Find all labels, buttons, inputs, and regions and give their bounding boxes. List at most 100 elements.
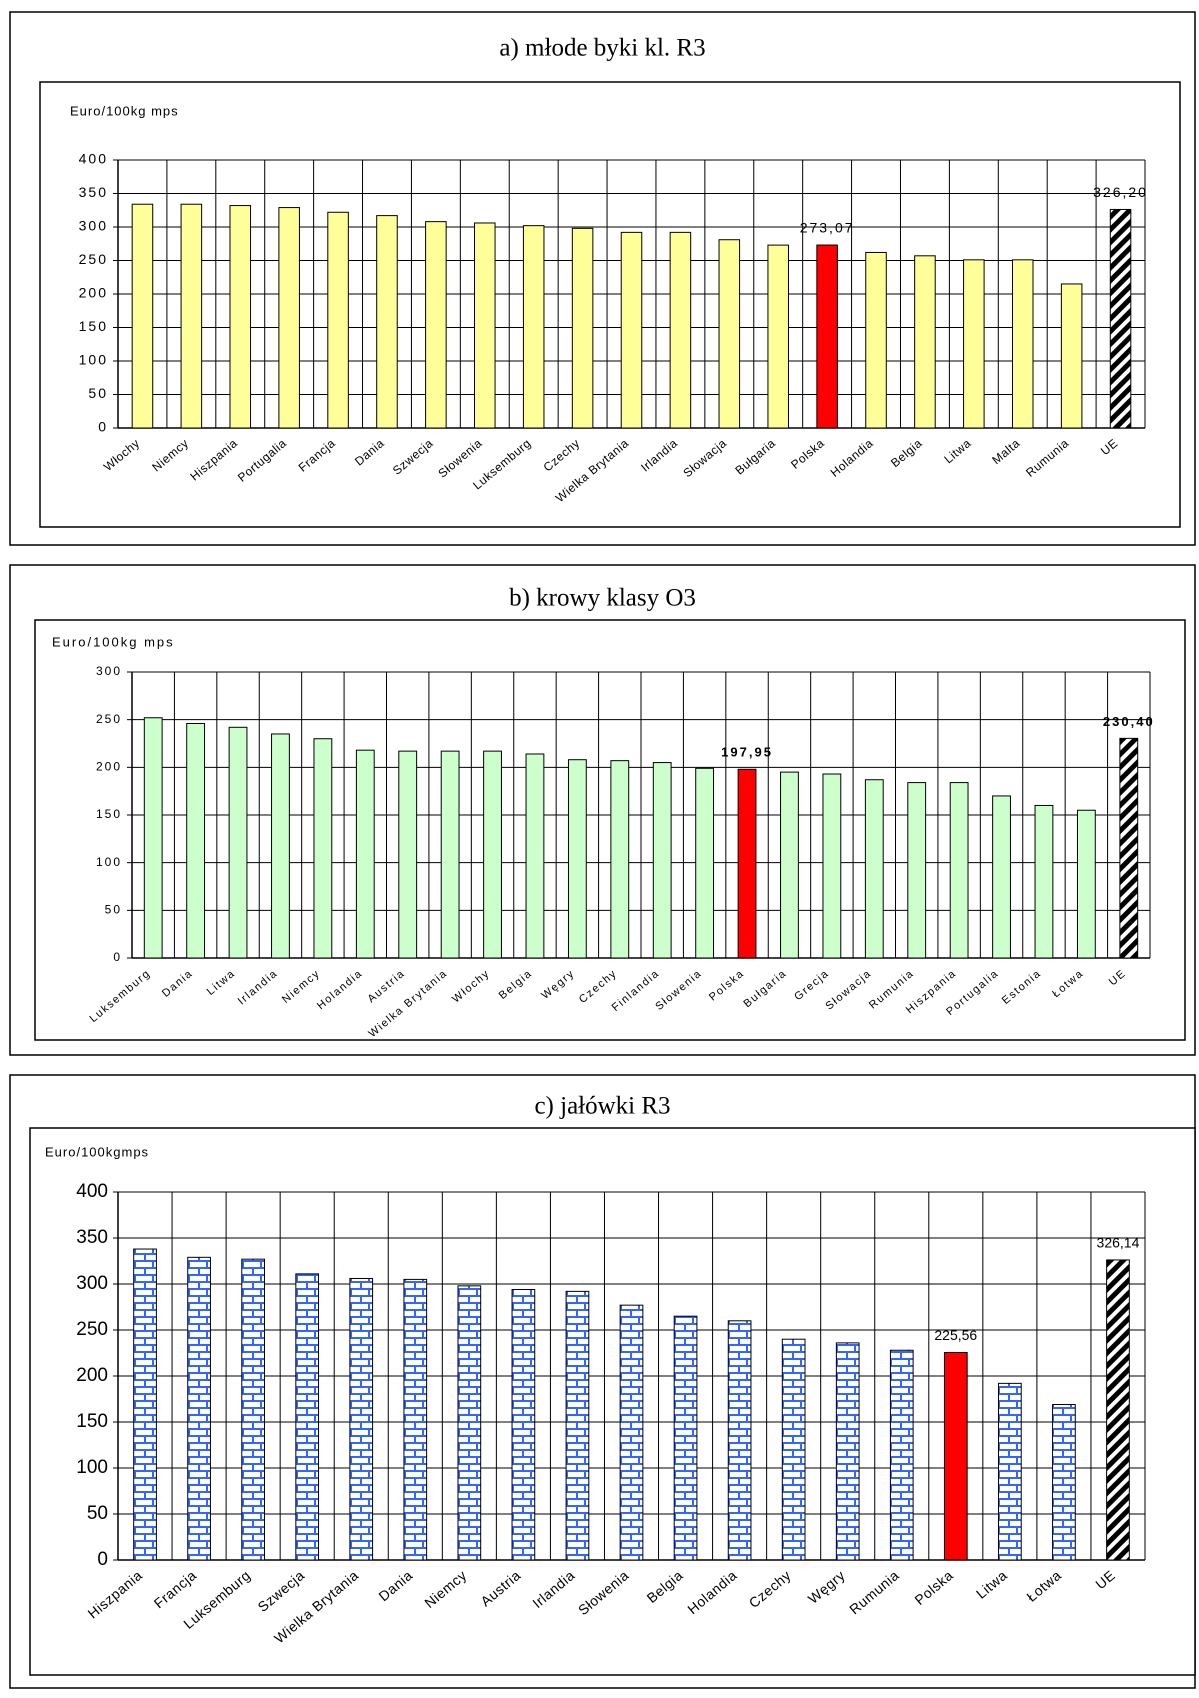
data-label: 197,95 <box>721 745 773 760</box>
bar <box>133 1248 157 1561</box>
y-tick-label: 150 <box>79 318 108 334</box>
bar <box>1052 1404 1076 1561</box>
bar <box>673 1315 698 1561</box>
bar <box>620 231 643 429</box>
y-tick-label: 250 <box>96 712 122 726</box>
bar <box>457 1285 482 1561</box>
bar <box>963 259 985 429</box>
bar <box>403 1278 428 1561</box>
bar <box>228 726 248 959</box>
bar <box>131 203 154 429</box>
data-label: 326,14 <box>1097 1235 1140 1251</box>
bar <box>143 717 163 959</box>
y-tick-label: 250 <box>76 1319 108 1340</box>
bar <box>669 231 692 429</box>
y-tick-label: 300 <box>79 218 108 234</box>
bar <box>425 221 447 429</box>
bar <box>180 203 203 429</box>
bar <box>229 205 252 429</box>
bar <box>483 750 502 959</box>
y-tick-label: 350 <box>76 1227 108 1248</box>
bar <box>376 215 398 429</box>
bar <box>949 782 969 959</box>
chart-title: b) krowy klasy O3 <box>509 585 696 612</box>
bar <box>355 749 375 959</box>
bar <box>992 795 1011 959</box>
bar <box>835 1342 860 1561</box>
bar <box>695 767 715 959</box>
y-tick-label: 300 <box>96 664 122 678</box>
bar <box>295 1273 320 1561</box>
chart-title: a) młode byki kl. R3 <box>499 35 705 62</box>
bar <box>865 251 887 429</box>
y-tick-label: 50 <box>87 1503 108 1524</box>
bar <box>522 225 545 429</box>
y-tick-label: 250 <box>79 251 108 267</box>
data-label: 326,20 <box>1093 184 1148 200</box>
y-tick-label: 100 <box>76 1457 108 1478</box>
y-tick-label: 350 <box>79 184 108 200</box>
y-axis-label: Euro/100kg mps <box>70 103 179 118</box>
bar <box>1109 208 1132 429</box>
y-tick-label: 0 <box>113 950 122 964</box>
bar <box>737 768 757 959</box>
y-tick-label: 400 <box>79 151 108 167</box>
y-tick-label: 0 <box>97 1549 108 1570</box>
bar <box>914 255 936 429</box>
chart-frame <box>9 11 1196 546</box>
bar <box>349 1277 374 1561</box>
bar <box>718 239 741 429</box>
data-label: 230,40 <box>1103 714 1155 729</box>
bar <box>822 773 842 959</box>
chart-frame <box>9 564 1196 1056</box>
bar <box>1106 1259 1130 1561</box>
bar <box>1034 804 1054 959</box>
bar <box>187 1256 211 1561</box>
bar <box>816 244 838 429</box>
bar <box>278 207 300 429</box>
y-tick-label: 150 <box>76 1411 108 1432</box>
bar <box>619 1304 644 1561</box>
bar <box>327 211 349 429</box>
bar <box>271 733 290 959</box>
bar <box>565 1290 590 1561</box>
bar <box>241 1258 265 1561</box>
bar <box>525 753 545 959</box>
bar <box>780 771 799 959</box>
chart-title: c) jałówki R3 <box>534 1093 670 1120</box>
y-axis-label: Euro/100kgmps <box>45 1144 149 1159</box>
y-tick-label: 200 <box>96 760 122 774</box>
bar <box>727 1320 752 1561</box>
y-tick-label: 200 <box>79 285 108 301</box>
bar <box>864 779 884 959</box>
bar <box>943 1351 968 1561</box>
y-tick-label: 0 <box>98 419 108 435</box>
y-tick-label: 50 <box>88 385 108 401</box>
bar <box>567 759 587 959</box>
bar <box>186 722 206 959</box>
bar <box>440 750 460 959</box>
y-axis-label: Euro/100kg mps <box>52 634 175 649</box>
bar <box>781 1338 806 1561</box>
y-tick-label: 400 <box>76 1181 108 1202</box>
bar <box>652 762 672 959</box>
bar <box>398 750 418 959</box>
data-label: 273,07 <box>800 220 855 236</box>
y-tick-label: 100 <box>79 352 108 368</box>
bar <box>610 760 630 959</box>
bar <box>998 1382 1022 1561</box>
bar <box>1060 283 1083 429</box>
y-tick-label: 50 <box>105 903 122 917</box>
bar <box>907 782 927 959</box>
data-label: 225,56 <box>934 1327 977 1343</box>
bar <box>1119 737 1139 959</box>
bar <box>889 1349 914 1561</box>
y-tick-label: 100 <box>96 855 122 869</box>
bar <box>767 244 789 429</box>
bar <box>313 738 333 959</box>
y-tick-label: 300 <box>76 1273 108 1294</box>
y-tick-label: 150 <box>96 807 122 821</box>
bar <box>1011 259 1034 429</box>
bar <box>474 222 496 429</box>
y-tick-label: 200 <box>76 1365 108 1386</box>
